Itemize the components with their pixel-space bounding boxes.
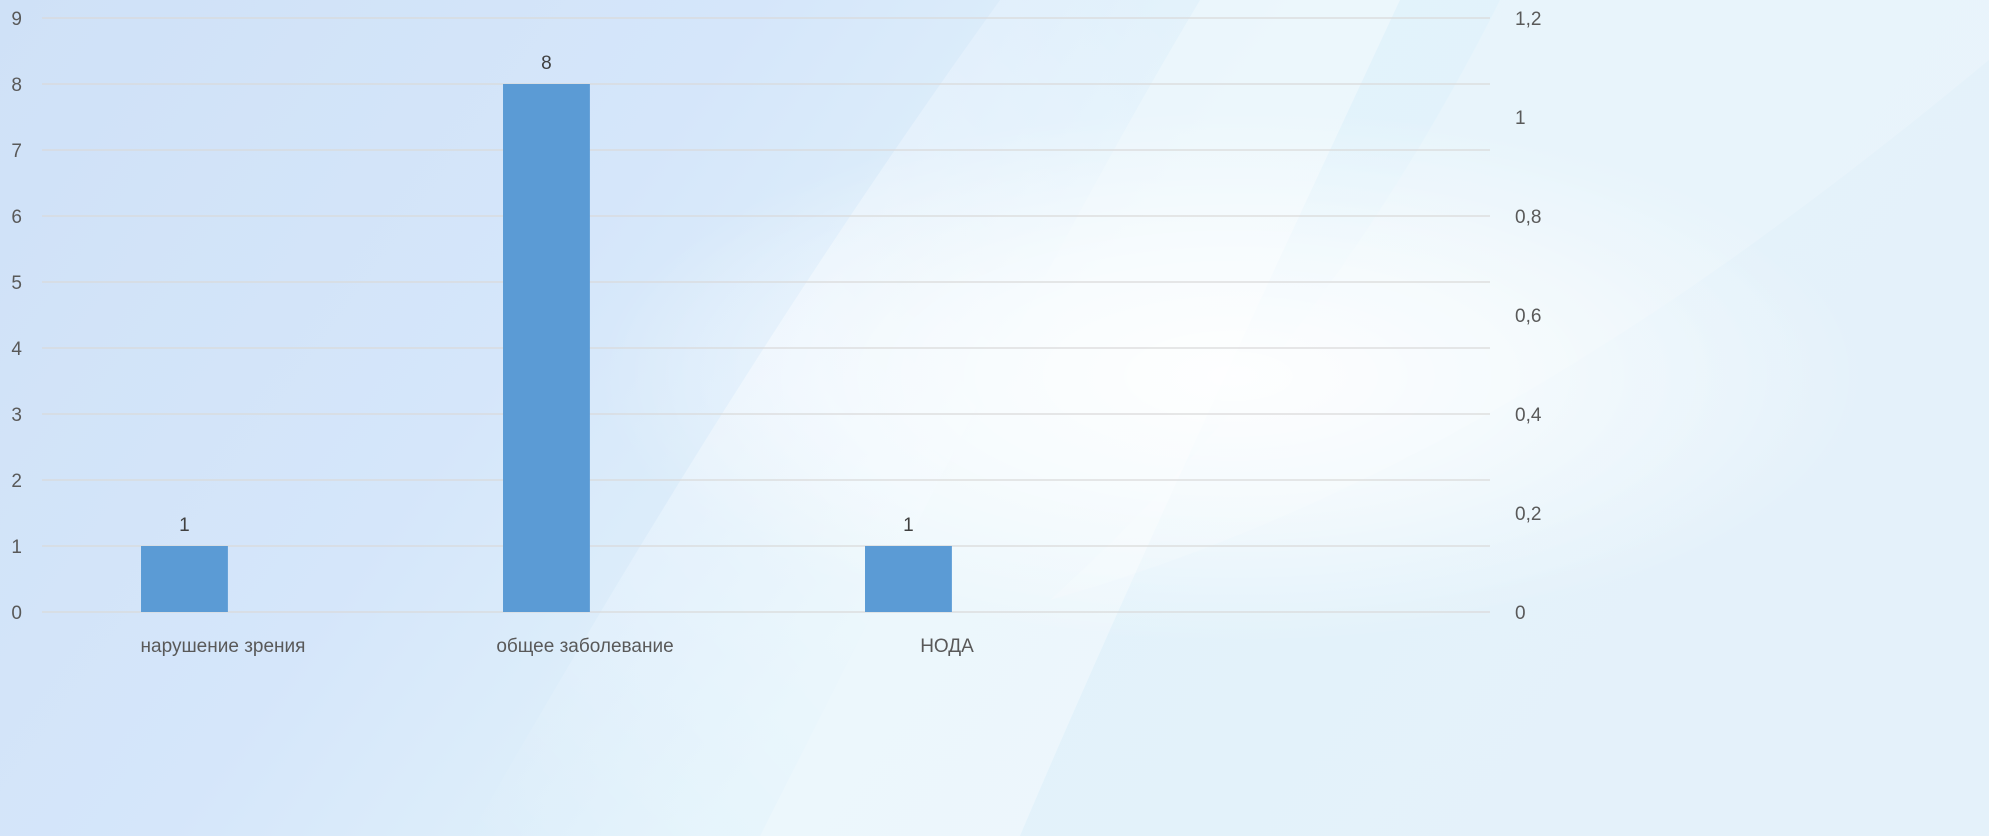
y-tick-label: 7 [11,141,22,162]
x-category-label: нарушение зрения [141,636,306,657]
bars [141,84,952,612]
gridlines [42,17,1490,613]
data-label: 1 [903,515,914,536]
y2-tick-label: 0 [1515,603,1526,624]
data-label: 8 [541,53,552,74]
y-tick-label: 1 [11,537,22,558]
y2-tick-label: 1,2 [1515,9,1541,30]
x-category-label: общее заболевание [496,636,673,657]
bar [503,84,590,612]
y-axis-right: 0 0,2 0,4 0,6 0,8 1 1,2 [1515,9,1542,624]
bar [865,546,952,612]
y-tick-label: 5 [11,273,22,294]
y-axis-left: 0 1 2 3 4 5 6 7 8 9 [11,9,22,624]
y2-tick-label: 0,4 [1515,405,1542,426]
y-tick-label: 3 [11,405,22,426]
y2-tick-label: 0,2 [1515,504,1541,525]
x-axis: нарушение зрения общее заболевание НОДА [141,636,975,657]
bar [141,546,228,612]
y-tick-label: 9 [11,9,22,30]
y2-tick-label: 0,8 [1515,207,1541,228]
y-tick-label: 0 [11,603,22,624]
y-tick-label: 2 [11,471,22,492]
x-category-label: НОДА [920,636,974,657]
data-label: 1 [179,515,190,536]
data-labels: 1 8 1 [179,53,914,536]
y2-tick-label: 1 [1515,108,1526,129]
y-tick-label: 4 [11,339,22,360]
y-tick-label: 8 [11,75,22,96]
y-tick-label: 6 [11,207,22,228]
y2-tick-label: 0,6 [1515,306,1541,327]
